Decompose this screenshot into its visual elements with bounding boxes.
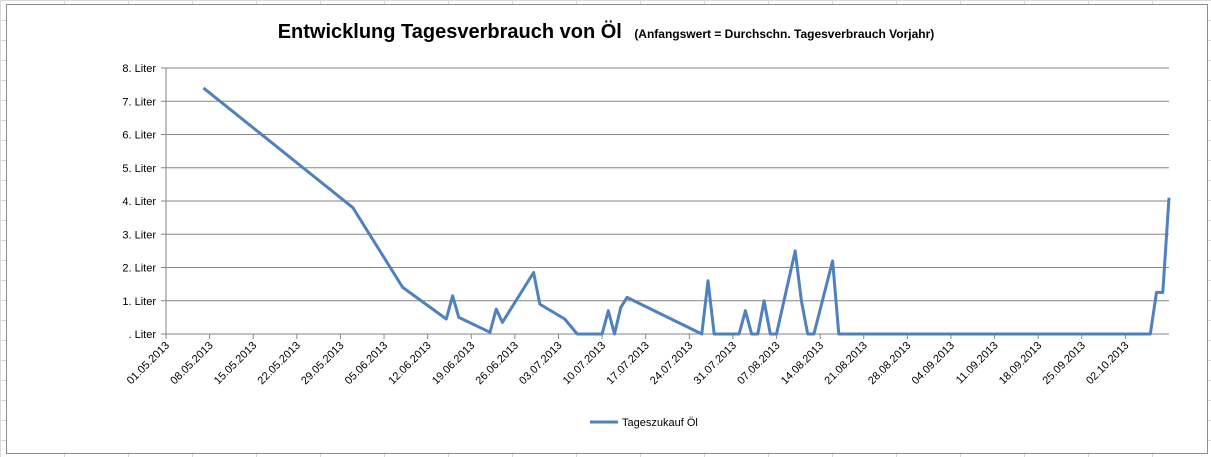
x-tick-label: 25.09.2013 bbox=[1040, 340, 1087, 387]
x-tick-label: 12.06.2013 bbox=[386, 340, 433, 387]
y-tick-label: . Liter bbox=[128, 329, 156, 341]
y-tick-label: 7. Liter bbox=[122, 96, 156, 108]
axes bbox=[161, 67, 1169, 339]
y-tick-label: 3. Liter bbox=[122, 229, 156, 241]
y-tick-label: 2. Liter bbox=[122, 263, 156, 275]
chart-frame[interactable] bbox=[6, 4, 1208, 454]
x-tick-label: 31.07.2013 bbox=[692, 340, 739, 387]
chart-title: Entwicklung Tagesverbrauch von Öl (Anfan… bbox=[278, 20, 935, 43]
x-tick-label: 15.05.2013 bbox=[212, 340, 259, 387]
legend-label: Tageszukauf Öl bbox=[622, 417, 698, 429]
series-line-0[interactable] bbox=[202, 86, 1171, 336]
x-tick-label: 19.06.2013 bbox=[430, 340, 477, 387]
gridlines bbox=[166, 67, 1169, 302]
x-tick-labels: 01.05.201308.05.201315.05.201322.05.2013… bbox=[125, 340, 1132, 387]
x-tick-label: 07.08.2013 bbox=[735, 340, 782, 387]
y-tick-label: 4. Liter bbox=[122, 196, 156, 208]
x-tick-label: 26.06.2013 bbox=[474, 340, 521, 387]
x-tick-label: 28.08.2013 bbox=[866, 340, 913, 387]
x-tick-label: 11.09.2013 bbox=[954, 340, 1001, 387]
y-tick-label: 1. Liter bbox=[122, 296, 156, 308]
x-tick-label: 08.05.2013 bbox=[168, 340, 215, 387]
legend[interactable]: Tageszukauf Öl bbox=[590, 417, 698, 429]
x-tick-label: 17.07.2013 bbox=[604, 340, 651, 387]
x-tick-label: 03.07.2013 bbox=[517, 340, 564, 387]
x-tick-label: 21.08.2013 bbox=[822, 340, 869, 387]
x-tick-label: 18.09.2013 bbox=[997, 340, 1044, 387]
y-tick-label: 6. Liter bbox=[122, 130, 156, 142]
x-tick-label: 24.07.2013 bbox=[648, 340, 695, 387]
x-tick-label: 22.05.2013 bbox=[256, 340, 303, 387]
x-tick-label: 01.05.2013 bbox=[125, 340, 172, 387]
x-tick-label: 10.07.2013 bbox=[561, 340, 608, 387]
chart-title-main: Entwicklung Tagesverbrauch von Öl bbox=[278, 20, 622, 43]
x-tick-label: 02.10.2013 bbox=[1084, 340, 1131, 387]
x-tick-label: 29.05.2013 bbox=[299, 340, 346, 387]
chart-subtitle: (Anfangswert = Durchschn. Tagesverbrauch… bbox=[634, 27, 934, 41]
x-tick-label: 14.08.2013 bbox=[779, 340, 826, 387]
x-tick-label: 04.09.2013 bbox=[910, 340, 957, 387]
series-layer bbox=[202, 86, 1171, 336]
x-tick-label: 05.06.2013 bbox=[343, 340, 390, 387]
y-tick-labels: . Liter 1. Liter 2. Liter 3. Liter 4. Liter 5… bbox=[122, 63, 156, 341]
y-tick-label: 5. Liter bbox=[122, 163, 156, 175]
y-tick-label: 8. Liter bbox=[122, 63, 156, 75]
